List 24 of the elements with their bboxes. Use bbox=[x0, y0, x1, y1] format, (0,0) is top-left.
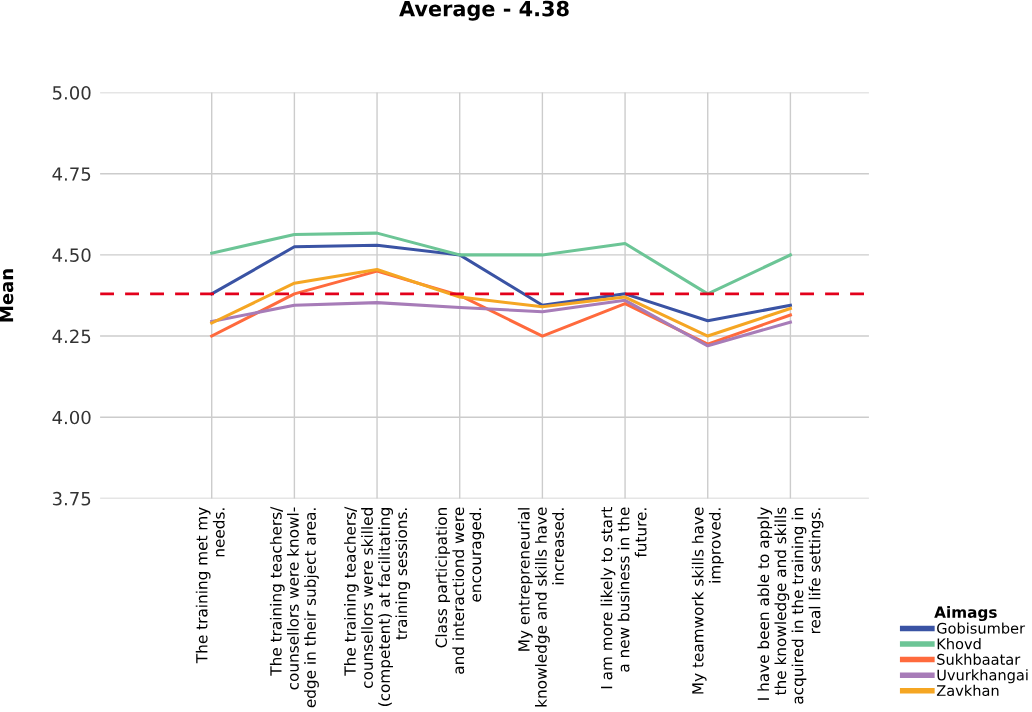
y-tick-label: 5.00 bbox=[52, 86, 91, 100]
x-tick-label: The training teachers/ counsellors were skilled (competent) at facilitating training sessions. bbox=[344, 506, 411, 707]
x-tick-label: Class participation and interactiond were encouraged. bbox=[435, 507, 485, 674]
legend-label: Zavkhan bbox=[936, 684, 999, 697]
legend-label: Uvurkhangai bbox=[937, 669, 1028, 684]
legend-label: Sukhbaatar bbox=[937, 653, 1021, 665]
x-tick-label: The training teachers/ counsellors were knowl- edge in their subject area. bbox=[269, 506, 319, 708]
y-tick-label: 4.75 bbox=[52, 167, 91, 181]
y-tick-label: 4.25 bbox=[52, 329, 91, 344]
x-tick-label: I have been able to apply the knowledge and skills acquired in the training in real life settings. bbox=[757, 507, 824, 704]
x-tick-label: I am more likely to start a new business in the future. bbox=[600, 507, 647, 689]
legend-title: Aimags bbox=[934, 606, 997, 622]
legend-label: Gobisumber bbox=[937, 622, 1026, 634]
line-series bbox=[210, 243, 792, 323]
y-tick-label: 4.00 bbox=[52, 410, 91, 425]
x-tick-label: The training met my needs. bbox=[195, 507, 225, 664]
x-tick-label: My entrepreneurial knowledge and skills have increased. bbox=[517, 507, 564, 707]
line-series bbox=[210, 298, 792, 348]
y-tick-label: 3.75 bbox=[52, 491, 91, 506]
legend-label: Khovd bbox=[937, 638, 981, 650]
chart-title: Average - 4.38 bbox=[399, 0, 569, 21]
y-tick-label: 4.50 bbox=[52, 248, 91, 263]
x-tick-label: My teamwork skills have improved. bbox=[691, 507, 724, 694]
y-axis-title: Mean bbox=[0, 269, 14, 322]
